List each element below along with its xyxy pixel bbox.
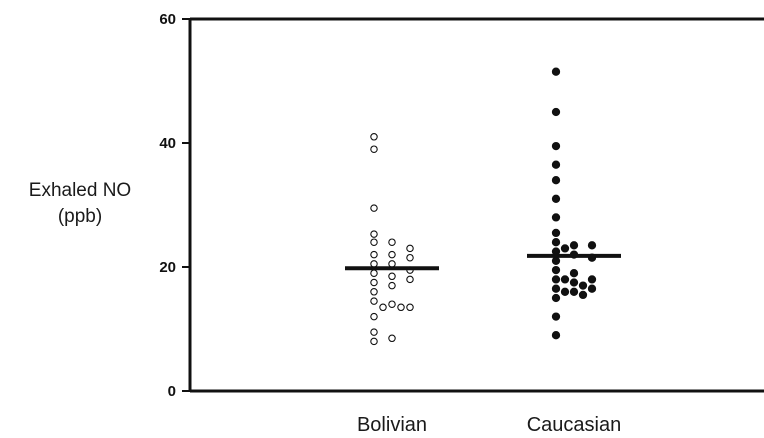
y-axis-label-line1: Exhaled NO <box>28 180 132 201</box>
data-point-caucasian <box>551 160 561 169</box>
x-axis-categories: Bolivian Caucasian <box>357 414 621 436</box>
median-lines <box>345 253 621 271</box>
data-point-caucasian <box>560 287 570 296</box>
data-point-caucasian <box>551 238 561 247</box>
data-point-caucasian <box>551 107 561 117</box>
data-point-bolivian <box>388 260 396 268</box>
data-point-caucasian <box>569 278 579 287</box>
data-point-caucasian <box>551 256 561 265</box>
data-point-bolivian <box>370 337 378 346</box>
data-point-caucasian <box>551 331 561 340</box>
data-point-bolivian <box>379 303 387 312</box>
data-point-bolivian <box>370 269 378 277</box>
data-point-caucasian <box>551 176 561 185</box>
data-point-bolivian <box>388 238 396 246</box>
data-point-bolivian <box>370 145 378 153</box>
data-point-bolivian <box>406 275 414 284</box>
data-point-caucasian <box>551 67 561 76</box>
data-point-caucasian <box>551 293 561 303</box>
data-point-caucasian <box>551 312 561 321</box>
data-point-bolivian <box>388 300 396 308</box>
data-point-bolivian <box>370 238 378 246</box>
data-point-caucasian <box>569 241 579 250</box>
data-point-bolivian <box>370 204 378 212</box>
data-point-caucasian <box>551 275 561 284</box>
data-point-caucasian <box>551 194 561 203</box>
data-point-bolivian <box>406 303 414 312</box>
y-axis-label-line2: (ppb) <box>57 206 103 227</box>
data-point-bolivian <box>370 250 378 259</box>
x-category-label: Caucasian <box>527 414 622 436</box>
y-tick-label: 40 <box>159 135 176 152</box>
data-point-bolivian <box>388 334 396 343</box>
data-point-caucasian <box>569 269 579 278</box>
data-point-caucasian <box>569 287 579 296</box>
data-point-caucasian <box>587 241 597 250</box>
data-point-bolivian <box>406 244 414 253</box>
data-point-caucasian <box>551 213 561 222</box>
data-point-caucasian <box>551 228 561 238</box>
data-point-bolivian <box>370 260 378 268</box>
data-point-caucasian <box>578 281 588 290</box>
x-category-label: Bolivian <box>357 414 427 436</box>
data-point-bolivian <box>388 281 396 290</box>
data-point-caucasian <box>551 284 561 293</box>
data-point-caucasian <box>587 275 597 284</box>
data-point-caucasian <box>560 275 570 284</box>
data-point-caucasian <box>551 141 561 151</box>
data-point-bolivian <box>370 278 378 287</box>
data-point-bolivian <box>388 250 396 259</box>
data-point-bolivian <box>388 272 396 281</box>
y-axis-ticks: 0 20 40 60 <box>159 11 190 400</box>
y-axis-label: Exhaled NO (ppb) <box>10 178 150 230</box>
data-point-bolivian <box>370 297 378 305</box>
data-point-caucasian <box>551 265 561 275</box>
plot-frame <box>188 17 764 393</box>
data-point-bolivian <box>370 312 378 321</box>
data-point-bolivian <box>370 133 378 141</box>
data-point-bolivian <box>370 328 378 336</box>
data-point-bolivian <box>370 288 378 296</box>
y-tick-label: 20 <box>159 259 176 276</box>
data-point-caucasian <box>578 290 588 300</box>
data-point-bolivian <box>406 253 414 262</box>
data-point-caucasian <box>560 244 570 253</box>
data-point-bolivian <box>370 230 378 238</box>
y-tick-label: 60 <box>159 11 176 28</box>
data-points <box>370 67 597 346</box>
data-point-bolivian <box>397 303 405 312</box>
y-tick-label: 0 <box>168 383 176 400</box>
data-point-caucasian <box>587 284 597 293</box>
